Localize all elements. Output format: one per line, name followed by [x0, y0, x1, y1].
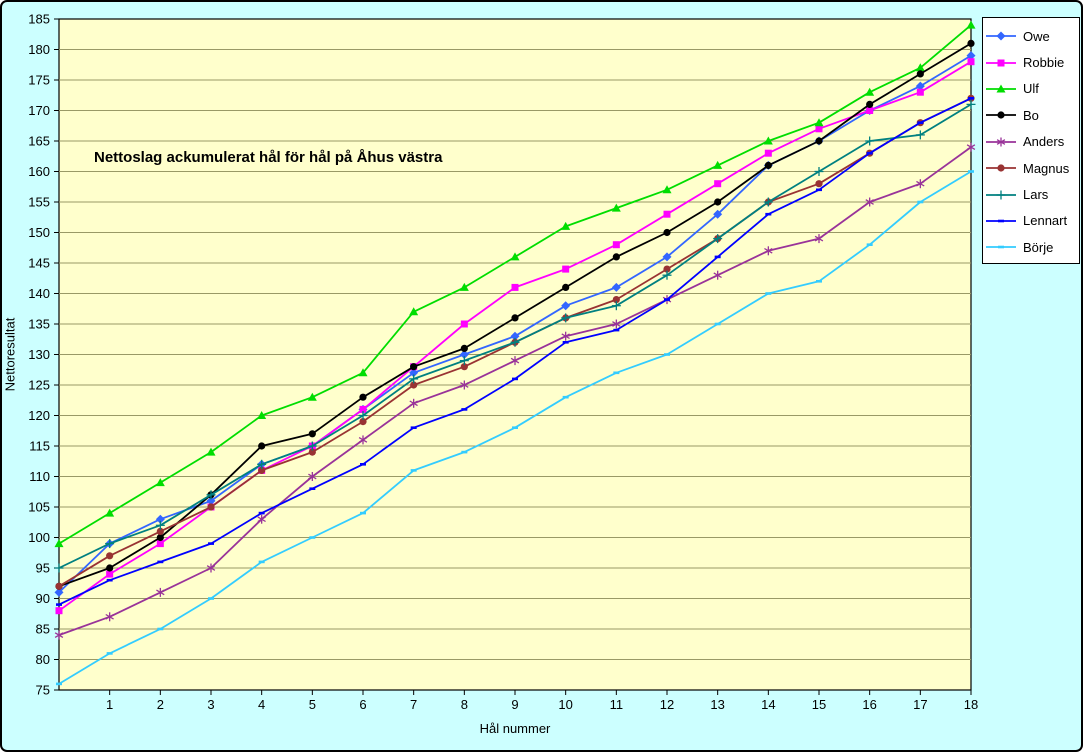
series-ulf — [54, 20, 976, 548]
y-tick-label: 95 — [36, 561, 50, 576]
y-tick-label: 155 — [28, 195, 50, 210]
x-tick-label: 18 — [964, 697, 978, 712]
y-tick-label: 165 — [28, 134, 50, 149]
legend-marker-dash-icon — [986, 246, 1016, 249]
y-tick-label: 75 — [36, 683, 50, 698]
legend-label: Ulf — [1023, 81, 1039, 97]
x-tick-label: 13 — [710, 697, 724, 712]
legend-item-lennart: Lennart — [983, 208, 1079, 234]
legend-marker-dash-icon — [986, 219, 1016, 223]
legend-label: Robbie — [1023, 55, 1065, 71]
x-tick-label: 12 — [660, 697, 674, 712]
series-lars — [54, 99, 976, 573]
y-tick-label: 180 — [28, 42, 50, 57]
x-tick-label: 10 — [558, 697, 572, 712]
legend-label: Börje — [1023, 239, 1054, 255]
legend-label: Owe — [1023, 28, 1050, 44]
legend-label: Bo — [1023, 107, 1039, 123]
y-tick-label: 150 — [28, 225, 50, 240]
x-tick-label: 17 — [913, 697, 927, 712]
legend-marker-circle-icon — [986, 164, 1016, 172]
legend-marker-triangle-icon — [986, 84, 1016, 93]
legend-label: Anders — [1023, 134, 1065, 150]
y-tick-label: 100 — [28, 530, 50, 545]
x-tick-label: 3 — [207, 697, 214, 712]
legend-marker-diamond-icon — [986, 31, 1016, 41]
y-tick-label: 125 — [28, 378, 50, 393]
legend-marker-plus-icon — [986, 190, 1016, 200]
x-tick-label: 5 — [309, 697, 316, 712]
y-tick-label: 105 — [28, 500, 50, 515]
legend-item-bo: Bo — [983, 102, 1079, 128]
y-tick-label: 120 — [28, 408, 50, 423]
legend-item-magnus: Magnus — [983, 155, 1079, 181]
y-tick-label: 110 — [29, 469, 50, 484]
y-tick-label: 140 — [28, 286, 50, 301]
y-tick-label: 175 — [28, 73, 50, 88]
legend-item-börje: Börje — [983, 234, 1079, 260]
x-axis-title: Hål nummer — [479, 721, 551, 736]
legend-label: Lars — [1023, 187, 1049, 203]
x-tick-label: 7 — [410, 697, 417, 712]
x-tick-label: 11 — [610, 697, 624, 712]
legend-item-owe: Owe — [983, 23, 1079, 49]
legend-marker-square-icon — [986, 59, 1016, 67]
chart-title: Nettoslag ackumulerat hål för hål på Åhu… — [94, 149, 443, 166]
legend: Owe Robbie Ulf Bo Anders Magnus Lars Lennart Bör… — [982, 17, 1080, 264]
x-tick-label: 8 — [461, 697, 468, 712]
y-tick-label: 160 — [28, 164, 50, 179]
legend-item-robbie: Robbie — [983, 49, 1079, 75]
legend-item-lars: Lars — [983, 181, 1079, 207]
series-lennart — [56, 97, 974, 606]
series-börje — [56, 170, 974, 686]
y-tick-label: 80 — [36, 652, 50, 667]
x-tick-label: 4 — [258, 697, 265, 712]
x-tick-label: 1 — [106, 697, 113, 712]
x-tick-label: 16 — [862, 697, 876, 712]
y-tick-label: 130 — [28, 347, 50, 362]
legend-item-ulf: Ulf — [983, 76, 1079, 102]
x-tick-label: 15 — [812, 697, 826, 712]
y-tick-label: 135 — [28, 317, 50, 332]
y-tick-label: 85 — [36, 622, 50, 637]
legend-label: Magnus — [1023, 160, 1070, 176]
y-tick-label: 170 — [28, 103, 50, 118]
y-tick-label: 115 — [29, 439, 50, 454]
legend-label: Lennart — [1023, 213, 1068, 229]
y-tick-label: 145 — [28, 256, 50, 271]
y-tick-label: 90 — [36, 591, 50, 606]
x-tick-label: 2 — [157, 697, 164, 712]
y-axis-title: Nettoresultat — [2, 317, 18, 392]
y-tick-label: 185 — [28, 12, 50, 27]
legend-marker-circle-icon — [986, 111, 1016, 119]
legend-item-anders: Anders — [983, 129, 1079, 155]
legend-marker-asterisk-icon — [986, 137, 1016, 147]
x-tick-label: 9 — [511, 697, 518, 712]
x-tick-label: 14 — [761, 697, 775, 712]
x-tick-label: 6 — [359, 697, 366, 712]
